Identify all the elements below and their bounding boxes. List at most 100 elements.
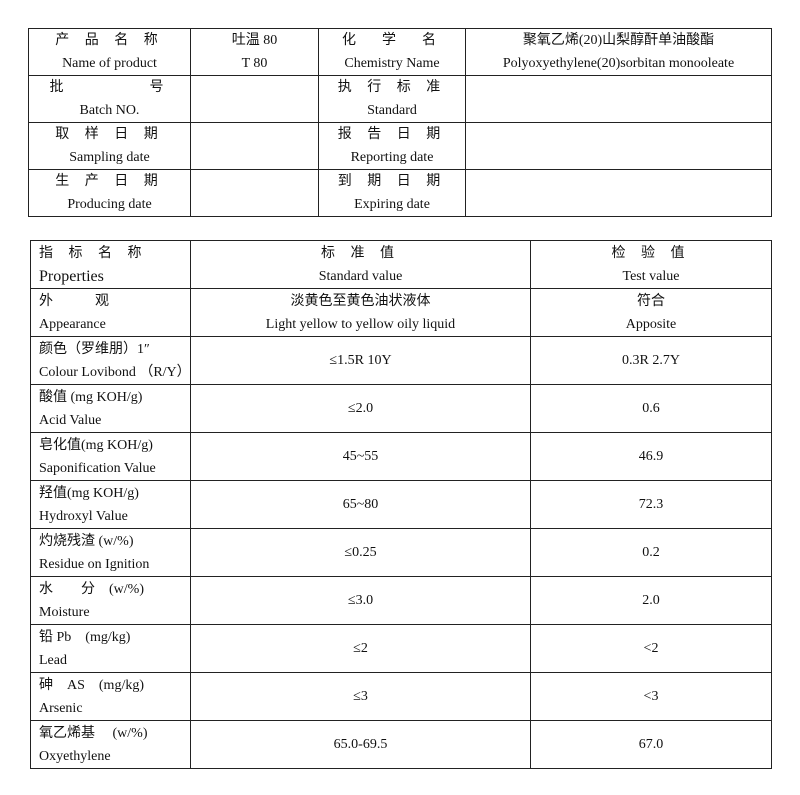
standard-value: ≤3 [190,672,531,721]
info-value [190,169,319,217]
property-name-zh: 羟值(mg KOH/g) [39,485,139,501]
standard-value: ≤3.0 [190,576,531,625]
property-row: 灼烧残渣 (w/%) Residue on Ignition ≤0.25 0.2 [30,528,772,577]
test-value-en: 67.0 [638,737,664,752]
info-value: 聚氧乙烯(20)山梨醇酐单油酸酯 Polyoxyethylene(20)sorbi… [465,28,772,76]
info-label: 执 行 标 准 Standard [318,75,466,123]
standard-value: 45~55 [190,432,531,481]
property-name-zh: 砷 AS (mg/kg) [39,677,144,693]
info-label-zh: 批 号 [49,80,170,95]
info-label-en: Batch NO. [79,103,140,118]
standard-value-en: ≤3 [353,689,368,704]
property-name-en: Oxyethylene [39,748,111,764]
standard-value: 65~80 [190,480,531,529]
property-name-zh: 酸值 (mg KOH/g) [39,389,143,405]
standard-value-en: ≤1.5R 10Y [329,353,392,368]
test-value-en: Apposite [625,316,677,332]
info-value-zh: 聚氧乙烯(20)山梨醇酐单油酸酯 [522,33,715,48]
property-row: 铅 Pb (mg/kg) Lead ≤2 <2 [30,624,772,673]
property-name-en: Saponification Value [39,460,156,476]
property-name-en: Colour Lovibond （R/Y） [39,364,191,380]
info-row: 取 样 日 期 Sampling date 报 告 日 期 Reporting dat… [28,122,772,170]
info-label-en: Expiring date [354,197,430,212]
property-row: 水 分 (w/%) Moisture ≤3.0 2.0 [30,576,772,625]
property-name-zh: 皂化值(mg KOH/g) [39,437,153,453]
property-name: 羟值(mg KOH/g) Hydroxyl Value [30,480,191,529]
standard-value: 65.0-69.5 [190,720,531,769]
column-header-en: Test value [622,268,680,284]
standard-value-en: Light yellow to yellow oily liquid [265,316,456,332]
property-name-zh: 颜色（罗维朋）1″ [39,341,150,357]
info-value [465,75,772,123]
info-label: 取 样 日 期 Sampling date [28,122,191,170]
column-header-en: Standard value [318,268,403,284]
test-value: <3 [530,672,772,721]
info-label-zh: 报 告 日 期 [337,127,447,142]
property-name-zh: 灼烧残渣 (w/%) [39,533,134,549]
property-name-en: Hydroxyl Value [39,508,128,524]
test-value: 符合 Apposite [530,288,772,337]
info-value [465,169,772,217]
info-value [190,75,319,123]
standard-value: ≤1.5R 10Y [190,336,531,385]
info-label-zh: 生 产 日 期 [55,174,164,189]
column-header: 指 标 名 称 Properties [30,240,191,289]
property-row: 酸值 (mg KOH/g) Acid Value ≤2.0 0.6 [30,384,772,433]
test-value-en: <2 [643,641,659,656]
property-name: 氧乙烯基 (w/%) Oxyethylene [30,720,191,769]
property-name-zh: 水 分 (w/%) [39,581,144,597]
test-value: <2 [530,624,772,673]
property-name-en: Acid Value [39,412,102,428]
info-label-zh: 取 样 日 期 [55,127,164,142]
info-label-zh: 产 品 名 称 [55,33,164,48]
info-value [190,122,319,170]
product-info-table: 产 品 名 称 Name of product 吐温 80 T 80 化 学 名 Chem… [28,28,772,217]
test-value-en: <3 [643,689,659,704]
column-header-zh: 指 标 名 称 [39,245,148,261]
property-name-en: Appearance [39,316,106,332]
info-label-zh: 化 学 名 [342,33,442,48]
standard-value-en: 65~80 [342,497,379,512]
info-label-zh: 到 期 日 期 [337,174,447,189]
column-header-en: Properties [39,267,104,285]
column-header-zh: 检 验 值 [611,245,691,261]
test-value-en: 0.2 [642,545,660,560]
info-label: 到 期 日 期 Expiring date [318,169,466,217]
info-row: 生 产 日 期 Producing date 到 期 日 期 Expiring dat… [28,169,772,217]
info-row: 批 号 Batch NO. 执 行 标 准 Standard [28,75,772,123]
property-row: 砷 AS (mg/kg) Arsenic ≤3 <3 [30,672,772,721]
properties-table: 指 标 名 称 Properties 标 准 值 Standard value 检 验 … [30,240,772,769]
standard-value: ≤2 [190,624,531,673]
property-name-zh: 氧乙烯基 (w/%) [39,725,148,741]
column-header-zh: 标 准 值 [321,245,400,261]
property-row: 颜色（罗维朋）1″ Colour Lovibond （R/Y） ≤1.5R 10Y 0… [30,336,772,385]
column-header: 标 准 值 Standard value [190,240,531,289]
property-name-zh: 铅 Pb (mg/kg) [39,629,131,645]
standard-value: 淡黄色至黄色油状液体 Light yellow to yellow oily li… [190,288,531,337]
info-value: 吐温 80 T 80 [190,28,319,76]
standard-value-en: ≤0.25 [344,545,377,560]
property-name: 酸值 (mg KOH/g) Acid Value [30,384,191,433]
property-row: 羟值(mg KOH/g) Hydroxyl Value 65~80 72.3 [30,480,772,529]
info-label-en: Producing date [67,197,152,212]
standard-value-zh: 淡黄色至黄色油状液体 [290,293,431,309]
info-value [465,122,772,170]
test-value-en: 2.0 [642,593,660,608]
test-value-en: 46.9 [638,449,664,464]
property-name-en: Arsenic [39,700,83,716]
test-value-en: 0.6 [642,401,660,416]
property-name: 皂化值(mg KOH/g) Saponification Value [30,432,191,481]
test-value: 0.3R 2.7Y [530,336,772,385]
property-row: 皂化值(mg KOH/g) Saponification Value 45~55 46… [30,432,772,481]
standard-value-en: 65.0-69.5 [333,737,388,752]
info-row: 产 品 名 称 Name of product 吐温 80 T 80 化 学 名 Chem… [28,28,772,76]
info-label-en: Standard [367,103,417,118]
test-value-en: 0.3R 2.7Y [622,353,680,368]
column-header: 检 验 值 Test value [530,240,772,289]
property-name: 灼烧残渣 (w/%) Residue on Ignition [30,528,191,577]
header-row: 指 标 名 称 Properties 标 准 值 Standard value 检 验 … [30,240,772,289]
standard-value: ≤0.25 [190,528,531,577]
property-name-en: Residue on Ignition [39,556,150,572]
info-label: 报 告 日 期 Reporting date [318,122,466,170]
info-value-en: T 80 [241,56,268,71]
